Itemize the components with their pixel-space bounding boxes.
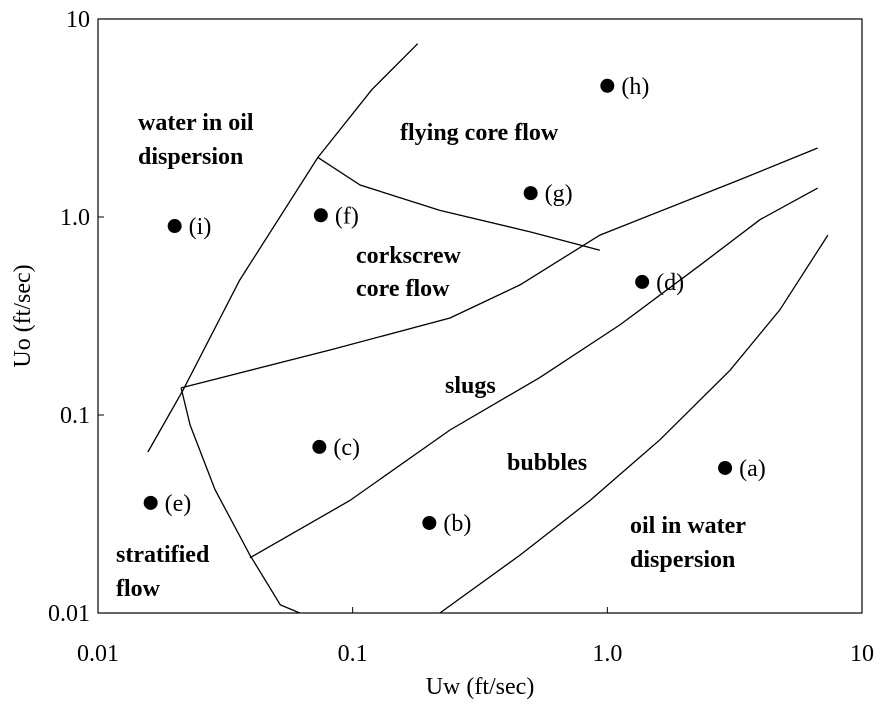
point-label: (g) [545, 181, 573, 207]
data-point [718, 460, 733, 475]
point-label: (b) [443, 511, 471, 537]
data-point [143, 495, 158, 510]
region-boundary [317, 156, 601, 251]
point-label: (c) [333, 435, 360, 461]
region-label: stratified [116, 542, 210, 568]
point-label: (d) [656, 270, 684, 296]
region-label: water in oil [138, 110, 254, 136]
data-point [600, 78, 615, 93]
region-boundary [439, 234, 829, 614]
point-label: (e) [165, 491, 192, 517]
region-label: dispersion [138, 144, 243, 170]
region-label: bubbles [507, 450, 587, 476]
y-tick-label: 0.1 [60, 403, 90, 429]
data-point [523, 186, 538, 201]
region-label: dispersion [630, 547, 735, 573]
data-point [167, 219, 182, 234]
point-label: (f) [335, 203, 359, 229]
point-label: (i) [189, 214, 212, 240]
x-tick-label: 0.1 [338, 641, 368, 667]
region-label: core flow [356, 276, 450, 302]
region-boundary [180, 147, 818, 389]
region-label: corkscrew [356, 243, 462, 269]
region-label: flying core flow [400, 120, 559, 146]
x-tick-label: 0.01 [77, 641, 119, 667]
data-point [312, 439, 327, 454]
plot-frame [97, 18, 863, 614]
region-labels: water in oil dispersion flying core flow… [116, 110, 746, 602]
data-point [422, 515, 437, 530]
point-label: (a) [739, 456, 766, 482]
data-point [635, 274, 650, 289]
region-label: oil in water [630, 513, 746, 539]
region-label: flow [116, 576, 161, 602]
region-boundary [249, 187, 819, 559]
x-tick-label: 10 [850, 641, 874, 667]
x-tick-label: 1.0 [592, 641, 622, 667]
y-tick-label: 10 [66, 7, 90, 33]
y-tick-label: 0.01 [48, 601, 90, 627]
point-label: (h) [621, 74, 649, 100]
y-tick-label: 1.0 [60, 205, 90, 231]
region-label: slugs [445, 373, 496, 399]
y-axis-label: Uo (ft/sec) [10, 264, 36, 367]
x-axis-label: Uw (ft/sec) [426, 674, 535, 700]
region-boundary [147, 43, 419, 453]
data-point [313, 208, 328, 223]
region-boundary [180, 387, 301, 614]
